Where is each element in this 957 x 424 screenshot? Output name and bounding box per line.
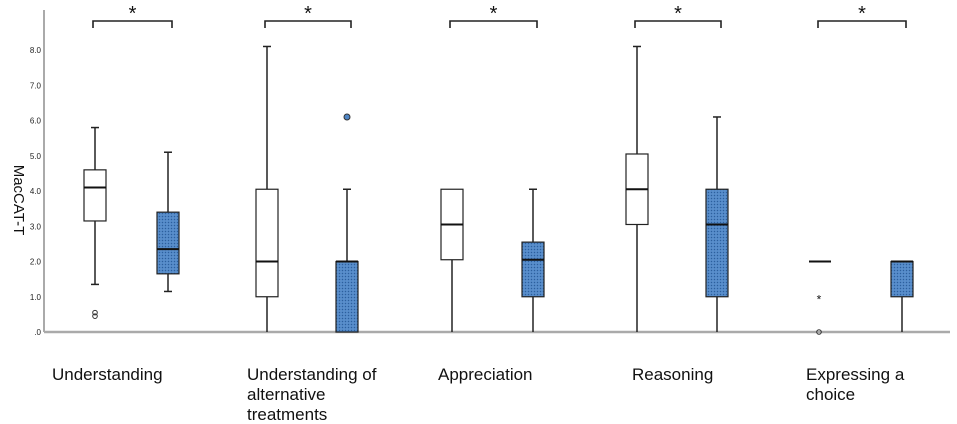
y-tick-label: 1.0 <box>30 293 42 302</box>
category-label: Understanding of alternative treatments <box>247 365 377 424</box>
category-label-line: Expressing a <box>806 365 905 384</box>
outlier-point <box>816 329 822 335</box>
iqr-box <box>156 211 180 275</box>
significance-bracket <box>817 20 907 28</box>
significance-star: * <box>304 3 312 25</box>
iqr-box <box>521 241 545 298</box>
iqr-box <box>890 260 914 298</box>
significance-star: * <box>858 3 866 25</box>
outlier-point <box>343 113 351 121</box>
y-axis-label: MacCAT-T <box>10 165 27 236</box>
y-tick-label: 6.0 <box>30 117 42 126</box>
outlier-star: * <box>817 293 822 307</box>
box-group: * <box>625 3 729 332</box>
iqr-box <box>335 260 359 333</box>
significance-star: * <box>129 3 137 25</box>
outlier-point <box>92 313 98 319</box>
box-groups: * * * * ** <box>83 3 914 335</box>
category-label-line: alternative <box>247 385 325 404</box>
significance-bracket <box>634 20 722 28</box>
box-group: * <box>83 3 180 319</box>
y-tick-label: .0 <box>34 328 41 337</box>
iqr-box <box>255 188 279 298</box>
box-group: * <box>255 3 359 333</box>
y-tick-label: 8.0 <box>30 46 42 55</box>
significance-bracket <box>92 20 173 28</box>
category-label: Reasoning <box>632 365 713 384</box>
y-tick-label: 7.0 <box>30 81 42 90</box>
category-label-line: choice <box>806 385 855 404</box>
significance-star: * <box>490 3 498 25</box>
category-label-line: Understanding of <box>247 365 377 384</box>
category-label: Expressing a choice <box>806 365 905 404</box>
y-tick-label: 2.0 <box>30 258 42 267</box>
y-tick-label: 3.0 <box>30 222 42 231</box>
iqr-box <box>83 169 107 222</box>
category-label: Understanding <box>52 365 163 384</box>
outlier-point <box>92 309 98 316</box>
category-label-line: Reasoning <box>632 365 713 384</box>
y-tick-labels: .0 1.0 2.0 3.0 4.0 5.0 6.0 7.0 8.0 <box>30 46 42 337</box>
y-tick-label: 4.0 <box>30 187 42 196</box>
category-label-line: Understanding <box>52 365 163 384</box>
category-label: Appreciation <box>438 365 533 384</box>
significance-bracket <box>264 20 352 28</box>
y-tick-label: 5.0 <box>30 152 42 161</box>
significance-star: * <box>674 3 682 25</box>
box-group: * <box>440 3 545 332</box>
significance-bracket <box>449 20 538 28</box>
iqr-box <box>705 188 729 298</box>
box-group: ** <box>809 3 914 335</box>
category-label-line: Appreciation <box>438 365 533 384</box>
category-label-line: treatments <box>247 405 327 424</box>
category-labels: Understanding Understanding of alternative… <box>52 365 905 424</box>
